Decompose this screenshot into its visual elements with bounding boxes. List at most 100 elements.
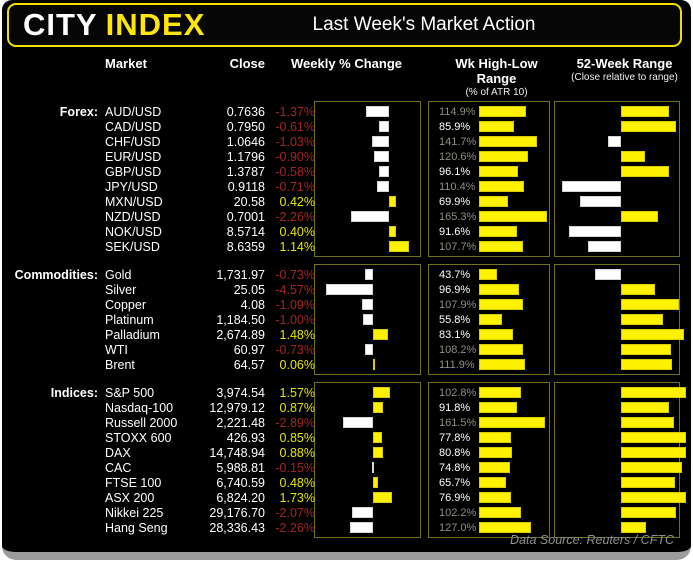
wk52-range-cell — [562, 400, 687, 415]
wk52-range-cell — [562, 357, 687, 372]
table-row: WTI 60.97 -0.73% 108.2% — [10, 342, 687, 357]
weekly-change-bar — [350, 211, 390, 222]
close-value: 2,221.48 — [216, 415, 265, 430]
close-value: 1.0646 — [226, 134, 265, 149]
wk52-range-cell — [562, 520, 687, 535]
hl-range-value: 107.7% — [439, 240, 477, 253]
weekly-change-value: 1.73% — [279, 490, 315, 505]
close-value: 3,974.54 — [216, 385, 265, 400]
hl-range-bar — [479, 507, 521, 518]
hl-range-value: 127.0% — [439, 521, 477, 534]
table-row: Forex: AUD/USD 0.7636 -1.37% 114.9% — [10, 104, 687, 119]
close-value: 0.7636 — [226, 104, 265, 119]
weekly-change-bar-cell — [322, 134, 428, 149]
weekly-change-value: 0.40% — [279, 224, 315, 239]
col-header-hl-range: Wk High-Low Range (% of ATR 10) — [436, 56, 557, 98]
hl-range-bar — [479, 226, 517, 237]
weekly-change-bar-cell — [322, 327, 428, 342]
market-name: CHF/USD — [105, 134, 161, 149]
weekly-change-bar — [389, 241, 409, 252]
hl-range-cell: 120.6% — [436, 149, 557, 164]
table-row: CAC 5,988.81 -0.15% 74.8% — [10, 460, 687, 475]
hl-range-cell: 161.5% — [436, 415, 557, 430]
hl-range-bar — [479, 151, 529, 162]
col-header-hl-range-sub: (% of ATR 10) — [465, 87, 528, 98]
hl-range-bar — [479, 181, 525, 192]
hl-range-cell: 91.8% — [436, 400, 557, 415]
column-headers: Market Close Weekly % Change Wk High-Low… — [10, 56, 687, 98]
col-header-market: Market — [105, 56, 147, 71]
chart-box-hl — [428, 101, 550, 257]
market-name: Brent — [105, 357, 135, 372]
close-value: 8.6359 — [226, 239, 265, 254]
market-name: FTSE 100 — [105, 475, 162, 490]
wk52-range-bar — [608, 136, 621, 147]
close-value: 1.1796 — [226, 149, 265, 164]
weekly-change-bar-cell — [322, 430, 428, 445]
weekly-change-value: -2.26% — [275, 209, 315, 224]
hl-range-value: 43.7% — [439, 268, 471, 281]
hl-range-value: 69.9% — [439, 195, 471, 208]
hl-range-value: 83.1% — [439, 328, 471, 341]
table-row: FTSE 100 6,740.59 0.48% 65.7% — [10, 475, 687, 490]
weekly-change-bar-cell — [322, 119, 428, 134]
wk52-range-cell — [562, 119, 687, 134]
table-row: NZD/USD 0.7001 -2.26% 165.3% — [10, 209, 687, 224]
weekly-change-bar — [372, 359, 375, 370]
wk52-range-bar — [562, 181, 621, 192]
market-name: Nikkei 225 — [105, 505, 164, 520]
market-name: NZD/USD — [105, 209, 161, 224]
hl-range-cell: 102.8% — [436, 385, 557, 400]
wk52-range-cell — [562, 267, 687, 282]
hl-range-bar — [479, 299, 524, 310]
weekly-change-bar — [373, 492, 392, 503]
weekly-change-value: 0.85% — [279, 430, 315, 445]
table-row: Brent 64.57 0.06% 111.9% — [10, 357, 687, 372]
weekly-change-value: -0.71% — [275, 179, 315, 194]
hl-range-value: 85.9% — [439, 120, 471, 133]
wk52-range-bar — [621, 151, 645, 162]
hl-range-cell: 96.1% — [436, 164, 557, 179]
market-name: DAX — [105, 445, 131, 460]
hl-range-bar — [479, 462, 510, 473]
title-bar: CITY INDEX Last Week's Market Action — [7, 3, 682, 47]
table-row: STOXX 600 426.93 0.85% 77.8% — [10, 430, 687, 445]
close-value: 14,748.94 — [209, 445, 265, 460]
wk52-range-bar — [621, 462, 682, 473]
weekly-change-bar — [371, 462, 374, 473]
hl-range-value: 108.2% — [439, 343, 477, 356]
group-commodities: Commodities: Gold 1,731.97 -0.73% 43.7% Silve… — [10, 264, 687, 375]
table-row: MXN/USD 20.58 0.42% 69.9% — [10, 194, 687, 209]
hl-range-value: 102.2% — [439, 506, 477, 519]
table-row: Hang Seng 28,336.43 -2.26% 127.0% — [10, 520, 687, 535]
weekly-change-value: 0.06% — [279, 357, 315, 372]
weekly-change-bar-cell — [322, 400, 428, 415]
close-value: 29,176.70 — [209, 505, 265, 520]
weekly-change-value: -1.03% — [275, 134, 315, 149]
hl-range-bar — [479, 106, 527, 117]
hl-range-value: 77.8% — [439, 431, 471, 444]
hl-range-cell: 114.9% — [436, 104, 557, 119]
close-value: 60.97 — [233, 342, 265, 357]
hl-range-cell: 165.3% — [436, 209, 557, 224]
weekly-change-value: -1.00% — [275, 312, 315, 327]
weekly-change-bar-cell — [322, 149, 428, 164]
wk52-range-bar — [595, 269, 621, 280]
weekly-change-bar — [373, 447, 383, 458]
hl-range-cell: 111.9% — [436, 357, 557, 372]
weekly-change-bar — [365, 344, 373, 355]
hl-range-value: 110.4% — [439, 180, 476, 193]
wk52-range-cell — [562, 460, 687, 475]
wk52-range-bar — [621, 344, 672, 355]
hl-range-cell: 74.8% — [436, 460, 557, 475]
hl-range-cell: 141.7% — [436, 134, 557, 149]
col-header-close: Close — [229, 56, 265, 71]
table-row: EUR/USD 1.1796 -0.90% 120.6% — [10, 149, 687, 164]
hl-range-bar — [479, 166, 519, 177]
weekly-change-value: -0.90% — [275, 149, 315, 164]
close-value: 2,674.89 — [216, 327, 265, 342]
hl-range-bar — [479, 359, 525, 370]
group-label: Indices: — [50, 385, 98, 400]
weekly-change-value: 1.48% — [279, 327, 315, 342]
table-row: Nikkei 225 29,176.70 -2.07% 102.2% — [10, 505, 687, 520]
